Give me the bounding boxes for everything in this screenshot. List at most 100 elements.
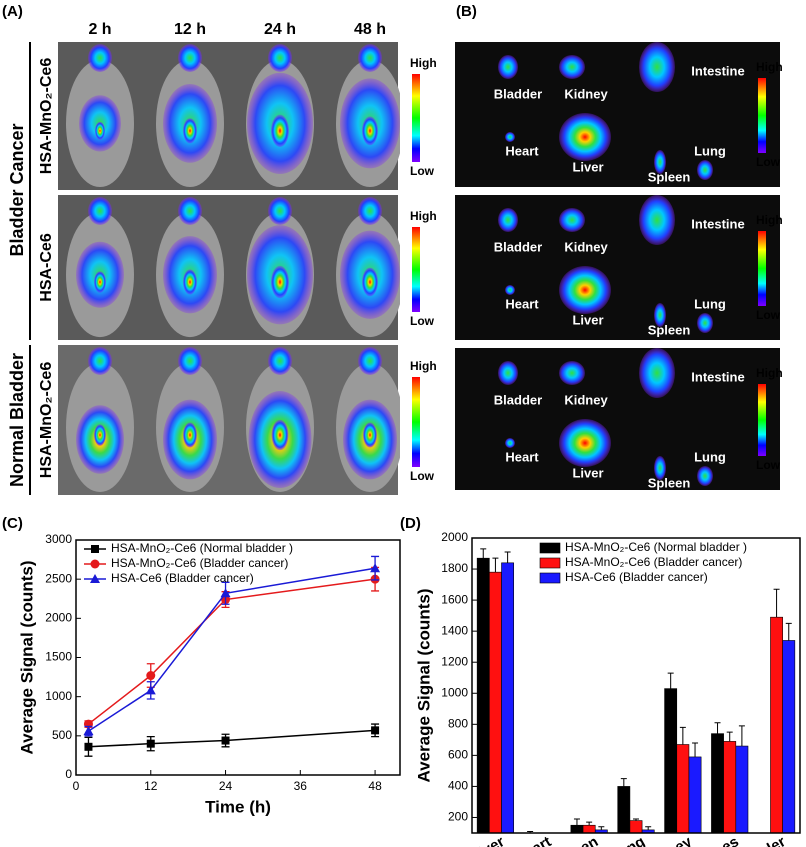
organ-label: Kidney	[564, 239, 608, 254]
organ-label: Spleen	[648, 322, 691, 337]
error-bar	[620, 778, 627, 787]
organ-label: Liver	[572, 159, 603, 174]
legend-label: HSA-MnO₂-Ce6 (Normal bladder )	[565, 540, 747, 554]
colorbar	[412, 227, 420, 312]
error-bar	[761, 836, 767, 839]
panel-label: (B)	[456, 3, 477, 20]
point	[370, 563, 381, 573]
error-bar	[773, 588, 780, 618]
colorbar-label: High	[756, 60, 783, 74]
mouse-head	[268, 44, 292, 72]
bar	[570, 824, 584, 833]
x-tick-label: 36	[294, 779, 308, 793]
point	[220, 588, 231, 598]
x-tick-label: Kidney	[643, 833, 695, 847]
signal-core	[362, 116, 378, 146]
bar	[582, 824, 596, 833]
legend-label: HSA-MnO₂-Ce6 (Bladder cancer)	[565, 555, 742, 569]
signal-core	[94, 271, 106, 293]
colorbar-label: Low	[756, 155, 781, 169]
legend-label: HSA-MnO₂-Ce6 (Bladder cancer)	[111, 556, 288, 570]
bar	[770, 616, 783, 833]
colorbar	[412, 74, 420, 162]
error-bar	[726, 731, 733, 742]
bars	[476, 548, 796, 841]
x-tick-label: Bladder	[732, 833, 789, 847]
y-tick-label: 1600	[441, 592, 468, 606]
x-axis-label: Time (h)	[205, 797, 271, 816]
y-tick-label: 400	[448, 779, 468, 793]
x-tick-label: Liver	[468, 833, 508, 847]
line	[88, 567, 376, 732]
bar	[501, 562, 515, 833]
organ-signal	[498, 208, 518, 232]
y-tick-label: 1000	[45, 689, 72, 703]
y-tick-label: 1000	[441, 685, 468, 699]
bar	[476, 557, 490, 833]
group-label: Normal Bladder	[7, 353, 27, 487]
y-tick-label: 2000	[45, 611, 72, 625]
colorbar-label: High	[756, 213, 783, 227]
bar	[757, 832, 771, 833]
y-tick-label: 800	[448, 716, 468, 730]
organ-signal	[559, 208, 585, 232]
y-tick-label: 2000	[441, 530, 468, 544]
x-tick-label: Spleen	[550, 833, 601, 847]
colorbar	[758, 78, 766, 153]
panel-label: (C)	[2, 515, 23, 532]
signal-core	[183, 269, 197, 295]
organ-label: Spleen	[648, 169, 691, 184]
organ-signal	[697, 466, 713, 486]
organ-signal	[697, 160, 713, 180]
colorbar-background	[400, 195, 445, 340]
organ-signal	[559, 361, 585, 385]
signal-core	[183, 118, 197, 144]
organ-label: Intestine	[691, 369, 744, 384]
signal-core	[362, 267, 378, 297]
organ-label: Bladder	[494, 239, 542, 254]
point	[221, 736, 230, 745]
group-label: Bladder Cancer	[7, 123, 27, 256]
organ-label: Heart	[505, 143, 539, 158]
point	[146, 671, 156, 681]
y-tick-label: 3000	[45, 532, 72, 546]
organ-signal	[505, 438, 515, 448]
organ-label: Lung	[694, 143, 726, 158]
mouse-head	[88, 197, 112, 225]
time-label: 12 h	[174, 21, 206, 38]
row-label: HSA-MnO₂-Ce6	[38, 362, 55, 479]
bar	[629, 820, 643, 833]
point	[145, 685, 156, 695]
organ-label: Lung	[694, 449, 726, 464]
colorbar-label: Low	[410, 164, 435, 178]
organ-label: Intestine	[691, 63, 744, 78]
colorbar-label: High	[410, 56, 437, 70]
organ-signal	[505, 285, 515, 295]
mouse-head	[268, 197, 292, 225]
error-bar	[527, 830, 534, 833]
organ-label: Heart	[505, 296, 539, 311]
organ-signal	[559, 113, 611, 161]
error-bar	[785, 622, 792, 641]
colorbar-label: Low	[410, 469, 435, 483]
colorbar	[758, 231, 766, 306]
time-label: 24 h	[264, 21, 296, 38]
error-bar	[586, 821, 593, 826]
bar	[676, 744, 690, 833]
point	[371, 726, 380, 735]
organ-signal	[498, 55, 518, 79]
y-tick-label: 0	[65, 767, 72, 781]
bar	[548, 832, 561, 833]
y-tick-label: 1800	[441, 561, 468, 575]
colorbar-label: High	[756, 366, 783, 380]
y-tick-label: 600	[448, 748, 468, 762]
y-tick-label: 500	[52, 728, 72, 742]
y-axis-label: Average Signal (counts)	[414, 589, 433, 783]
error-bar	[738, 725, 745, 747]
x-tick-label: Heart	[513, 833, 555, 847]
signal-core	[94, 424, 106, 446]
error-bar	[551, 839, 557, 841]
organ-signal	[654, 456, 666, 480]
legend-label: HSA-Ce6 (Bladder cancer)	[565, 570, 708, 584]
bar	[617, 786, 631, 833]
